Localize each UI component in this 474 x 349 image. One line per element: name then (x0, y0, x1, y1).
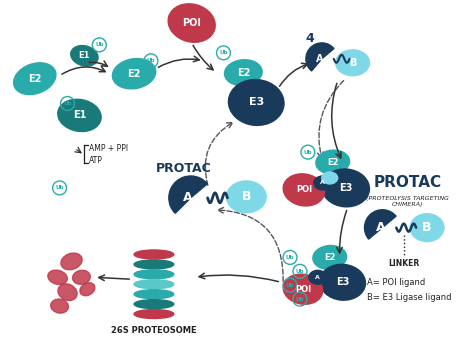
Ellipse shape (51, 299, 68, 313)
Wedge shape (365, 210, 396, 239)
Ellipse shape (227, 181, 266, 213)
Text: AMP + PPI: AMP + PPI (90, 144, 128, 153)
Ellipse shape (322, 172, 337, 184)
Text: Ub: Ub (304, 150, 312, 155)
Text: 26S PROTEOSOME: 26S PROTEOSOME (111, 326, 197, 335)
Ellipse shape (316, 150, 349, 174)
Text: A: A (316, 54, 324, 64)
Text: A: A (315, 275, 320, 280)
Ellipse shape (134, 290, 174, 299)
Text: Ub: Ub (296, 297, 304, 302)
Ellipse shape (134, 280, 174, 289)
Text: Ub: Ub (219, 50, 228, 55)
Text: B: B (349, 58, 356, 68)
Text: B: B (242, 190, 251, 203)
Text: E3: E3 (339, 183, 352, 193)
Ellipse shape (313, 245, 346, 269)
Text: A: A (320, 180, 325, 185)
Text: E2: E2 (128, 69, 141, 79)
Ellipse shape (58, 284, 77, 300)
Text: E3: E3 (249, 97, 264, 107)
Ellipse shape (134, 270, 174, 279)
Ellipse shape (134, 300, 174, 309)
Text: Ub: Ub (286, 283, 294, 288)
Text: E1: E1 (73, 110, 86, 120)
Ellipse shape (134, 310, 174, 319)
Wedge shape (169, 176, 208, 213)
Ellipse shape (80, 283, 95, 296)
Text: Ub: Ub (55, 185, 64, 191)
Ellipse shape (314, 176, 332, 190)
Ellipse shape (48, 270, 67, 284)
Ellipse shape (134, 260, 174, 269)
Text: Ub: Ub (64, 101, 72, 106)
Ellipse shape (322, 169, 369, 207)
Text: PROTAC: PROTAC (373, 176, 441, 191)
Text: Ub: Ub (95, 42, 103, 47)
Text: PROTAC: PROTAC (156, 162, 211, 174)
Ellipse shape (14, 63, 56, 95)
Text: B= E3 Ligase ligand: B= E3 Ligase ligand (367, 293, 452, 302)
Ellipse shape (309, 270, 327, 284)
Text: 4: 4 (306, 32, 314, 45)
Ellipse shape (134, 250, 174, 259)
Ellipse shape (283, 174, 325, 206)
Ellipse shape (336, 50, 369, 76)
Ellipse shape (71, 46, 98, 66)
Text: A: A (183, 191, 192, 205)
Text: A= POI ligand: A= POI ligand (367, 278, 426, 287)
Text: E3: E3 (336, 277, 349, 287)
Ellipse shape (112, 59, 156, 89)
Text: E2: E2 (237, 68, 250, 78)
Text: A: A (375, 221, 385, 234)
Text: (PROTEOLYSIS TARGETING
CHIMERA): (PROTEOLYSIS TARGETING CHIMERA) (366, 196, 448, 207)
Text: E1: E1 (79, 51, 90, 60)
Text: E2: E2 (327, 158, 338, 166)
Ellipse shape (58, 99, 101, 132)
Ellipse shape (228, 80, 284, 125)
Ellipse shape (410, 214, 444, 242)
Ellipse shape (320, 264, 365, 300)
Ellipse shape (61, 253, 82, 270)
Text: Ub: Ub (296, 269, 304, 274)
Text: Ub: Ub (286, 255, 294, 260)
Text: POI: POI (182, 18, 201, 28)
Ellipse shape (168, 4, 215, 42)
Text: ATP: ATP (90, 156, 103, 165)
Ellipse shape (73, 270, 91, 284)
Text: POI: POI (295, 285, 311, 294)
Ellipse shape (283, 274, 323, 304)
Text: E2: E2 (324, 253, 336, 262)
Text: LINKER: LINKER (389, 259, 420, 268)
Ellipse shape (225, 60, 262, 86)
Wedge shape (306, 43, 334, 71)
Text: Ub: Ub (147, 58, 155, 63)
Text: POI: POI (296, 185, 312, 194)
Text: B: B (422, 221, 432, 234)
Text: E2: E2 (28, 74, 41, 84)
